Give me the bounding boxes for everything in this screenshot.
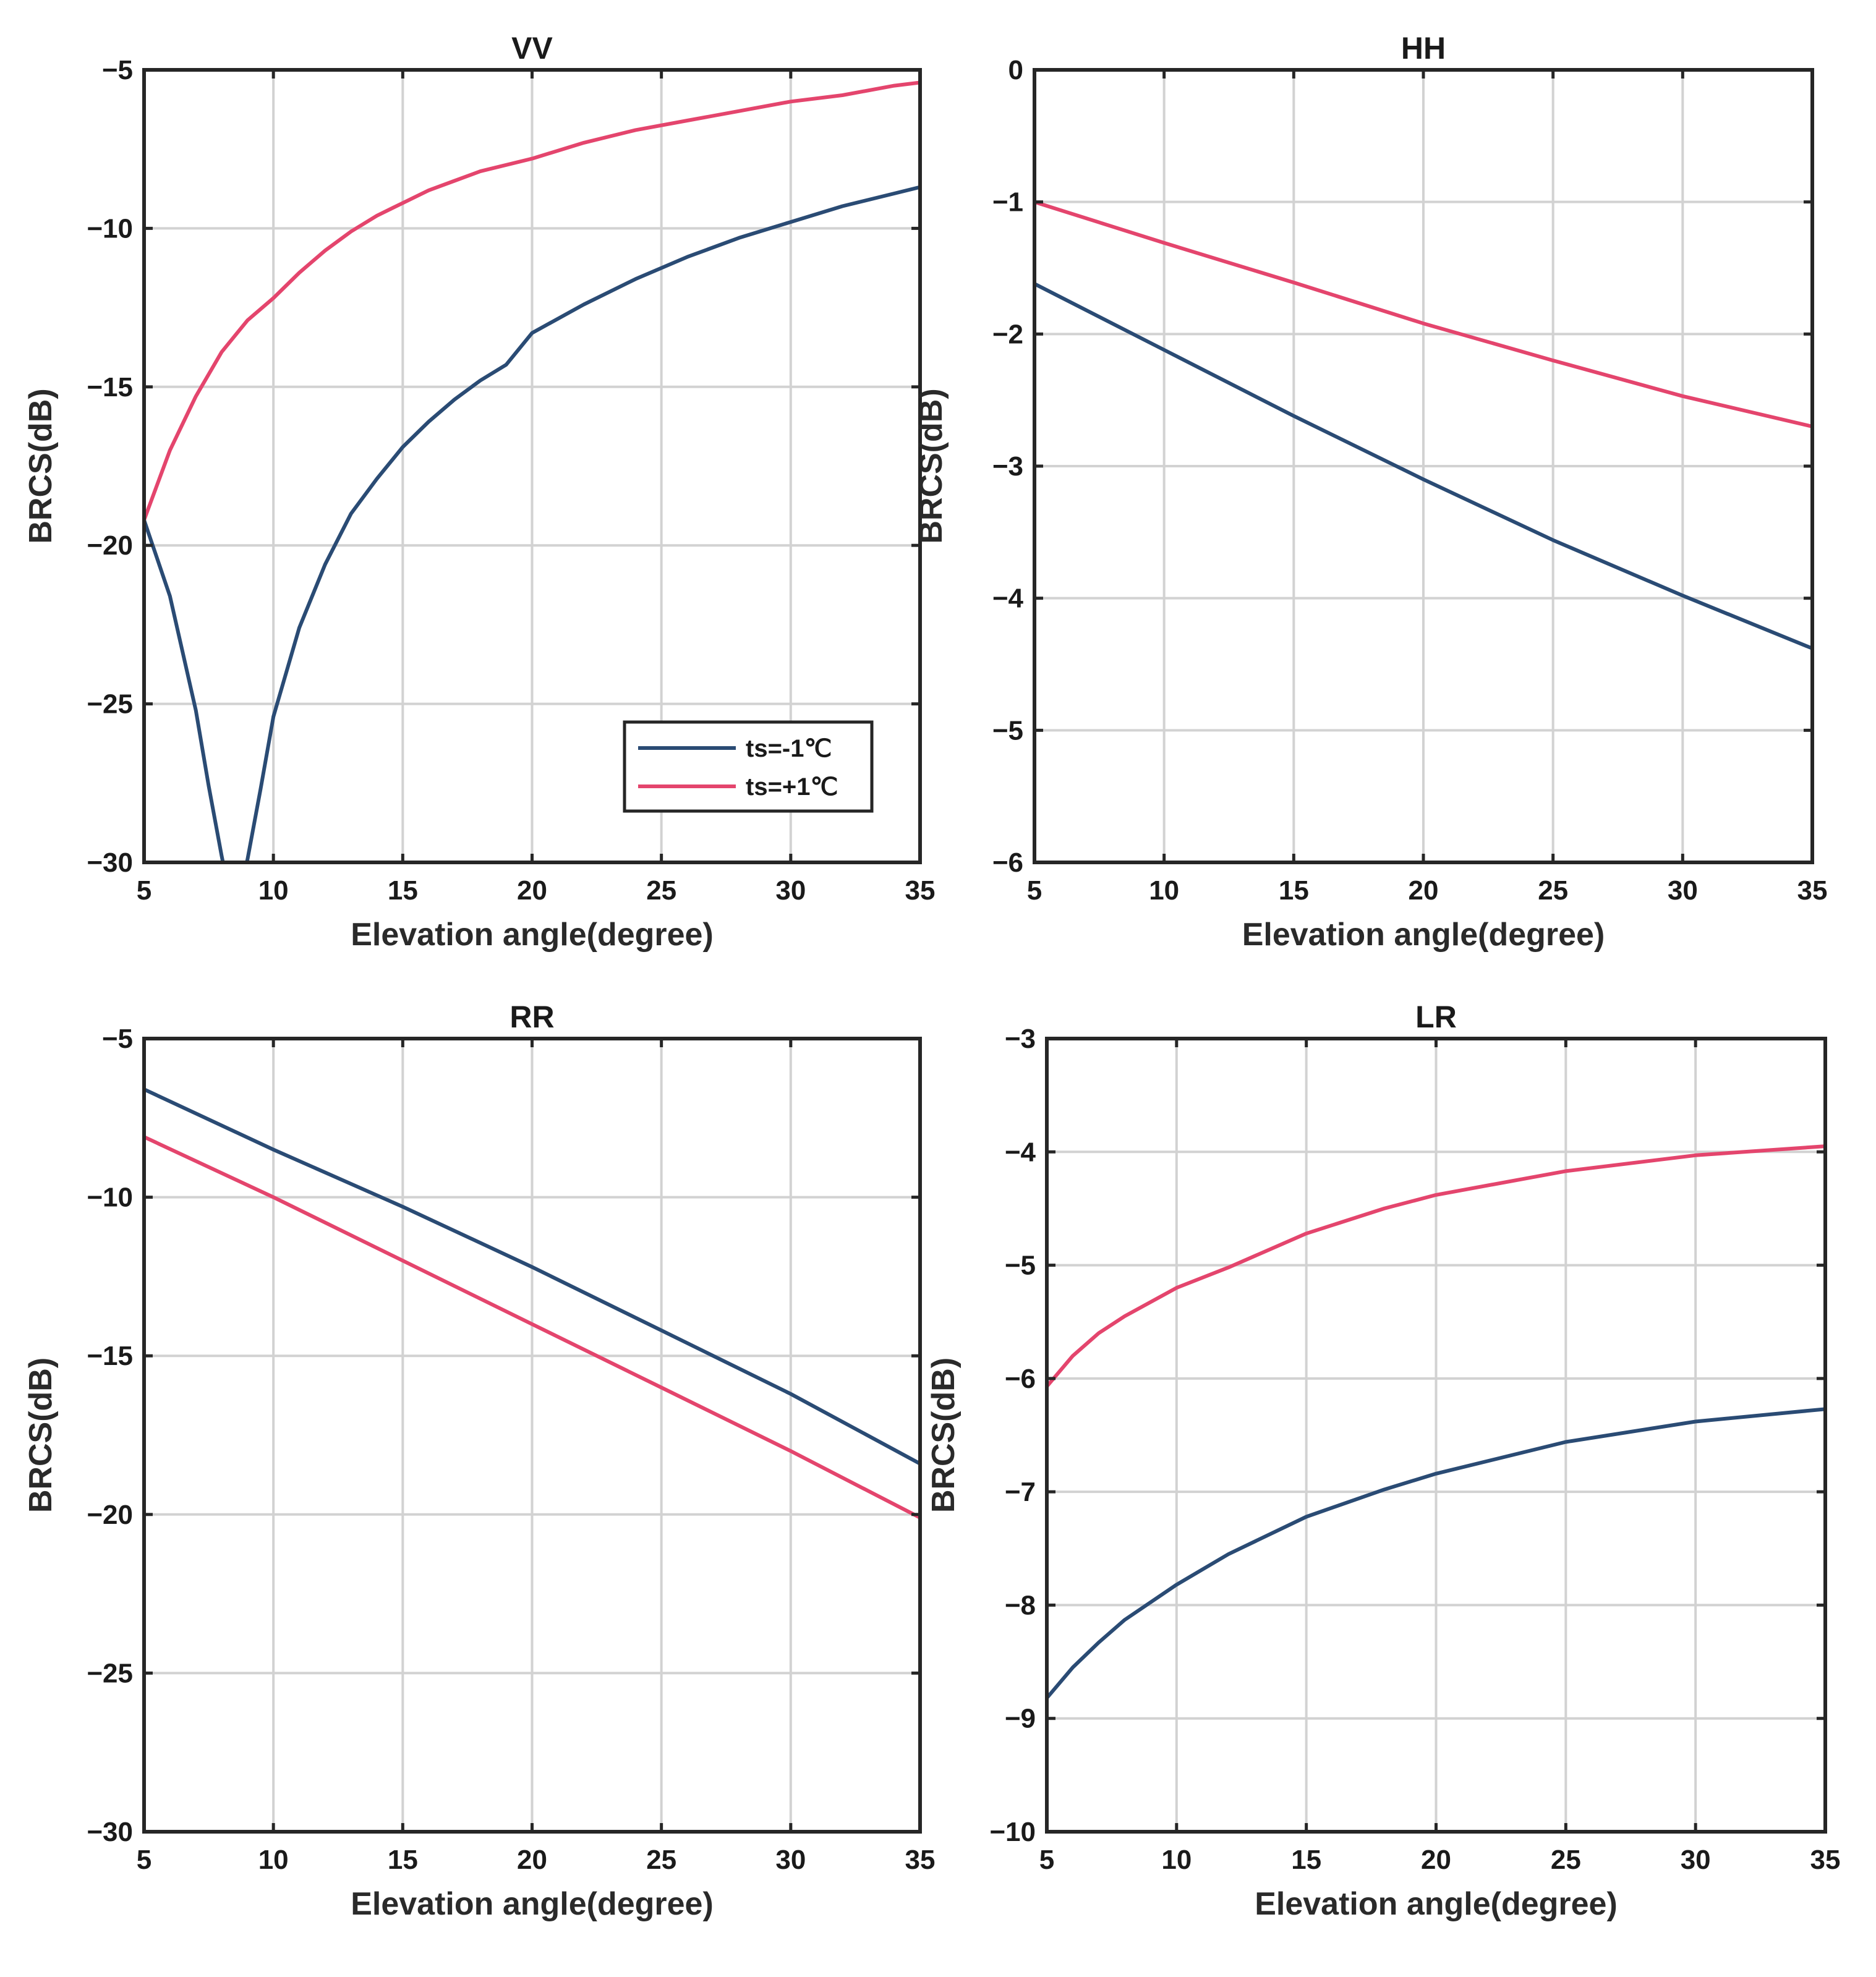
x-tick-label: 25 bbox=[646, 875, 676, 906]
y-tick-label: −8 bbox=[1005, 1590, 1036, 1620]
x-tick-label: 35 bbox=[1797, 875, 1828, 906]
chart-title: VV bbox=[511, 31, 553, 66]
legend-box bbox=[623, 720, 874, 813]
y-tick-label: −1 bbox=[992, 187, 1023, 218]
chart-title: RR bbox=[510, 1000, 554, 1034]
x-tick-label: 35 bbox=[905, 1845, 936, 1875]
y-tick-label: −9 bbox=[1005, 1704, 1036, 1734]
x-tick-label: 10 bbox=[258, 875, 289, 906]
chart-panel-lr: 5 10 15 20 25 30 35 −10 −9 −8 −7 −6 −5 −4 −3 LR Elevatio… bbox=[926, 1000, 1840, 1922]
series-line-ts-minus-1 bbox=[1047, 1407, 1825, 1700]
x-tick-label: 20 bbox=[517, 1845, 547, 1875]
y-tick-label: −5 bbox=[102, 1024, 133, 1054]
y-tick-label: −6 bbox=[992, 848, 1023, 878]
x-tick-label: 30 bbox=[1681, 1845, 1711, 1875]
y-tick-label: −10 bbox=[87, 213, 133, 244]
x-tick-label: 20 bbox=[517, 875, 547, 906]
y-axis-label: BRCS(dB) bbox=[23, 1358, 59, 1513]
series-line-ts-plus-1 bbox=[1034, 200, 1812, 428]
y-tick-label: −5 bbox=[1005, 1251, 1036, 1281]
y-tick-label: −5 bbox=[992, 715, 1023, 746]
y-tick-label: −30 bbox=[87, 848, 133, 878]
y-tick-label: −20 bbox=[87, 1500, 133, 1530]
legend-label: ts=-1℃ bbox=[746, 735, 832, 762]
x-axis-label: Elevation angle(degree) bbox=[351, 917, 714, 953]
y-tick-label: −5 bbox=[102, 55, 133, 85]
chart-title: LR bbox=[1415, 1000, 1457, 1034]
x-tick-label: 5 bbox=[1027, 875, 1042, 906]
x-tick-label: 30 bbox=[775, 1845, 806, 1875]
x-tick-label: 35 bbox=[1810, 1845, 1841, 1875]
series-line-ts-plus-1 bbox=[1047, 1144, 1825, 1388]
y-tick-label: −6 bbox=[1005, 1364, 1036, 1394]
x-tick-label: 20 bbox=[1421, 1845, 1451, 1875]
x-tick-label: 15 bbox=[1279, 875, 1309, 906]
series-line-ts-plus-1 bbox=[144, 80, 920, 522]
chart-panel-vv: 5 10 15 20 25 30 35 −30 −25 −20 −15 −10 −5 VV Elevatio… bbox=[23, 31, 935, 953]
y-tick-label: −25 bbox=[87, 1658, 133, 1688]
y-tick-label: −7 bbox=[1005, 1477, 1036, 1507]
x-axis-label: Elevation angle(degree) bbox=[1242, 917, 1605, 953]
y-tick-label: −10 bbox=[989, 1817, 1036, 1847]
x-tick-label: 15 bbox=[1291, 1845, 1321, 1875]
y-tick-label: −4 bbox=[992, 584, 1024, 614]
x-axis-label: Elevation angle(degree) bbox=[1255, 1886, 1618, 1922]
x-tick-label: 10 bbox=[1161, 1845, 1192, 1875]
x-tick-label: 10 bbox=[1149, 875, 1179, 906]
y-tick-label: −15 bbox=[87, 372, 133, 402]
y-tick-label: −4 bbox=[1005, 1137, 1036, 1167]
series-line-ts-minus-1 bbox=[144, 185, 920, 862]
y-tick-label: −20 bbox=[87, 530, 133, 561]
legend: ts=-1℃ ts=+1℃ bbox=[623, 720, 874, 813]
y-tick-label: 0 bbox=[1008, 55, 1023, 85]
x-axis-label: Elevation angle(degree) bbox=[351, 1886, 714, 1922]
x-tick-label: 20 bbox=[1409, 875, 1439, 906]
x-tick-label: 35 bbox=[905, 875, 936, 906]
x-tick-label: 30 bbox=[1668, 875, 1698, 906]
x-tick-label: 10 bbox=[258, 1845, 289, 1875]
y-tick-label: −15 bbox=[87, 1341, 133, 1371]
series-line-ts-plus-1 bbox=[144, 1135, 920, 1520]
y-axis-label: BRCS(dB) bbox=[913, 388, 949, 543]
chart-title: HH bbox=[1401, 31, 1446, 66]
y-tick-label: −25 bbox=[87, 689, 133, 720]
y-tick-label: −10 bbox=[87, 1183, 133, 1213]
x-tick-label: 5 bbox=[1039, 1845, 1054, 1875]
x-tick-label: 15 bbox=[388, 875, 418, 906]
y-axis-label: BRCS(dB) bbox=[23, 388, 59, 543]
legend-label: ts=+1℃ bbox=[746, 773, 838, 801]
x-tick-label: 5 bbox=[137, 875, 151, 906]
chart-panel-rr: 5 10 15 20 25 30 35 −30 −25 −20 −15 −10 −5 RR Elevatio… bbox=[23, 1000, 935, 1922]
y-tick-label: −2 bbox=[992, 319, 1023, 349]
series-line-ts-minus-1 bbox=[144, 1087, 920, 1466]
x-tick-label: 15 bbox=[388, 1845, 418, 1875]
y-tick-label: −3 bbox=[1005, 1024, 1036, 1054]
series-line-ts-minus-1 bbox=[1034, 282, 1812, 650]
y-tick-label: −30 bbox=[87, 1817, 133, 1847]
chart-panel-hh: 5 10 15 20 25 30 35 −6 −5 −4 −3 −2 −1 0 HH Elevation an… bbox=[913, 31, 1827, 953]
x-tick-label: 25 bbox=[1538, 875, 1568, 906]
x-tick-label: 30 bbox=[775, 875, 806, 906]
x-tick-label: 5 bbox=[137, 1845, 151, 1875]
x-tick-label: 25 bbox=[646, 1845, 676, 1875]
x-tick-label: 25 bbox=[1551, 1845, 1581, 1875]
y-axis-label: BRCS(dB) bbox=[926, 1358, 961, 1513]
y-tick-label: −3 bbox=[992, 451, 1023, 482]
